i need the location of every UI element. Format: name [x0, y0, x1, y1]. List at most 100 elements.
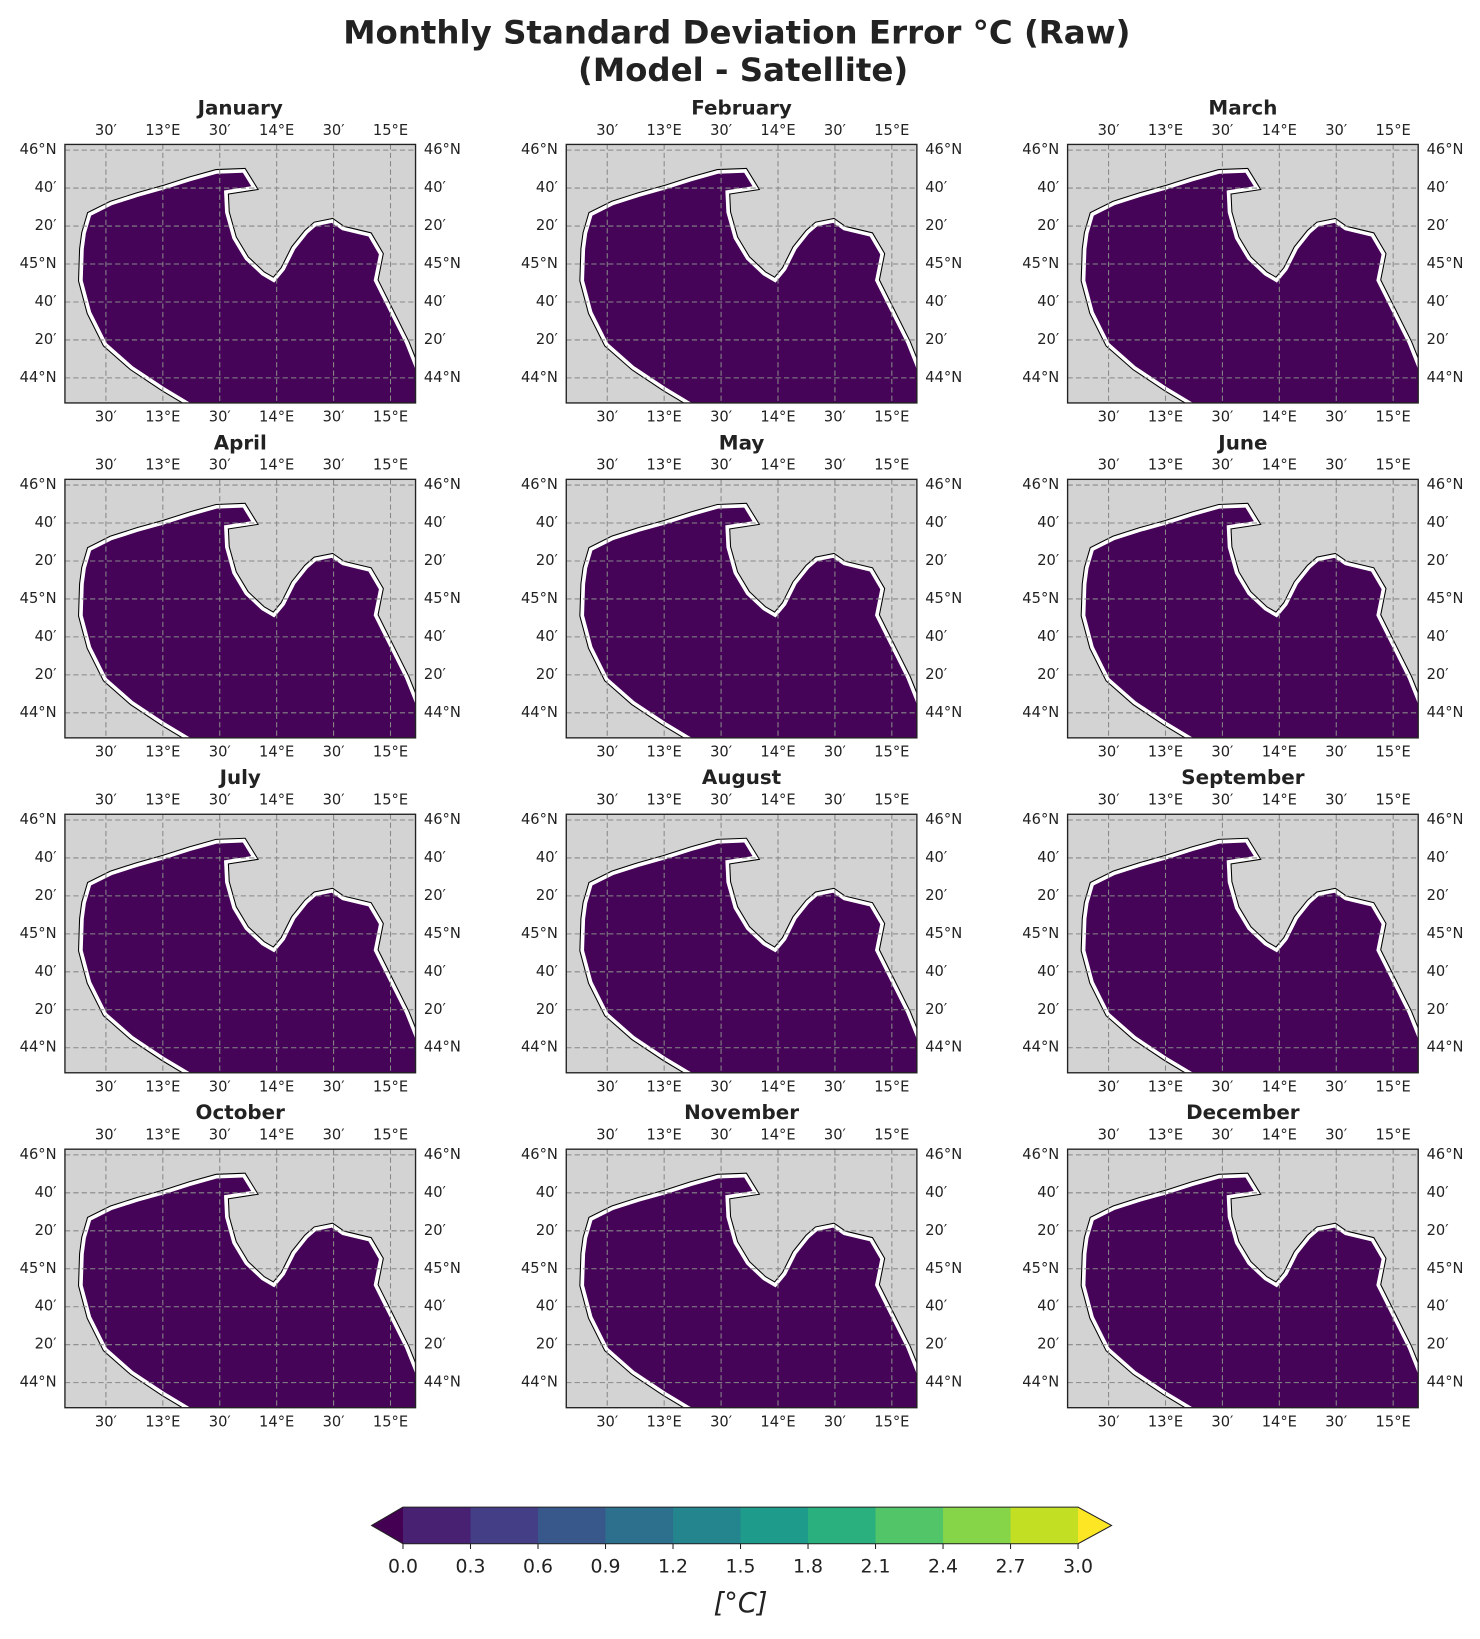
- x-tick-label: 30′: [596, 744, 618, 761]
- x-tick-label: 30′: [323, 122, 345, 139]
- x-tick-label: 30′: [1325, 457, 1347, 474]
- x-tick-label: 14°E: [259, 792, 294, 809]
- y-tick-label: 20′: [1037, 1001, 1059, 1018]
- y-tick-label: 20′: [424, 1001, 446, 1018]
- y-tick-label: 45°N: [521, 590, 558, 607]
- sea-field: [82, 172, 416, 403]
- map: [1080, 837, 1419, 1073]
- y-tick-label: 45°N: [20, 255, 57, 272]
- y-tick-label: 40′: [424, 628, 446, 645]
- y-tick-label: 44°N: [925, 704, 962, 721]
- y-tick-label: 20′: [424, 666, 446, 683]
- x-tick-label: 14°E: [1262, 1078, 1297, 1095]
- y-tick-label: 40′: [925, 628, 947, 645]
- y-tick-label: 20′: [424, 217, 446, 234]
- panel-title: March: [1208, 96, 1277, 119]
- x-tick-label: 13°E: [145, 1127, 180, 1144]
- x-tick-label: 13°E: [1148, 1127, 1183, 1144]
- y-tick-label: 40′: [35, 628, 57, 645]
- x-tick-label: 14°E: [259, 1127, 294, 1144]
- map: [1080, 1172, 1419, 1408]
- x-tick-label: 30′: [1325, 409, 1347, 426]
- y-tick-label: 45°N: [521, 1260, 558, 1277]
- y-tick-label: 20′: [536, 1001, 558, 1018]
- x-tick-label: 30′: [209, 409, 231, 426]
- x-tick-label: 13°E: [647, 744, 682, 761]
- y-tick-label: 45°N: [925, 255, 962, 272]
- x-tick-label: 30′: [95, 122, 117, 139]
- y-tick-label: 44°N: [20, 1039, 57, 1056]
- y-tick-label: 46°N: [1427, 141, 1464, 158]
- y-tick-label: 45°N: [20, 590, 57, 607]
- x-tick-label: 30′: [95, 1413, 117, 1430]
- x-tick-label: 30′: [1211, 457, 1233, 474]
- x-tick-label: 14°E: [1262, 457, 1297, 474]
- x-tick-label: 30′: [1325, 744, 1347, 761]
- y-tick-label: 45°N: [1427, 255, 1464, 272]
- y-tick-label: 40′: [424, 963, 446, 980]
- map-clip: [579, 837, 917, 1073]
- colorbar-bin: [1010, 1507, 1079, 1544]
- y-tick-label: 40′: [1037, 1298, 1059, 1315]
- x-tick-label: 30′: [596, 1413, 618, 1430]
- colorbar-bin: [402, 1507, 472, 1544]
- y-tick-label: 20′: [536, 1222, 558, 1239]
- y-tick-label: 46°N: [424, 811, 461, 828]
- y-tick-label: 46°N: [20, 811, 57, 828]
- y-tick-label: 46°N: [521, 476, 558, 493]
- y-tick-label: 45°N: [1022, 1260, 1059, 1277]
- y-tick-label: 40′: [35, 849, 57, 866]
- y-tick-label: 40′: [536, 514, 558, 531]
- panel-title: July: [218, 766, 261, 789]
- y-tick-label: 20′: [925, 217, 947, 234]
- panel-title: November: [684, 1101, 799, 1124]
- x-tick-label: 14°E: [760, 1413, 795, 1430]
- y-tick-label: 20′: [1427, 1222, 1449, 1239]
- x-tick-label: 13°E: [647, 409, 682, 426]
- y-tick-label: 44°N: [521, 1374, 558, 1391]
- y-tick-label: 45°N: [424, 255, 461, 272]
- x-tick-label: 30′: [596, 792, 618, 809]
- x-tick-label: 15°E: [1376, 744, 1411, 761]
- colorbar-bin: [673, 1507, 742, 1544]
- panel-title: May: [719, 431, 765, 454]
- y-tick-label: 46°N: [20, 476, 57, 493]
- y-tick-label: 45°N: [521, 925, 558, 942]
- y-tick-label: 40′: [1037, 514, 1059, 531]
- y-tick-label: 20′: [1037, 217, 1059, 234]
- x-tick-label: 14°E: [259, 457, 294, 474]
- y-tick-label: 46°N: [1427, 1146, 1464, 1163]
- x-tick-label: 13°E: [1148, 1078, 1183, 1095]
- colorbar-tick-label: 3.0: [1063, 1556, 1093, 1577]
- x-tick-label: 14°E: [760, 744, 795, 761]
- y-tick-label: 20′: [1427, 666, 1449, 683]
- y-tick-label: 20′: [424, 552, 446, 569]
- x-tick-label: 15°E: [373, 1078, 408, 1095]
- y-tick-label: 40′: [925, 849, 947, 866]
- x-tick-label: 30′: [824, 744, 846, 761]
- x-tick-label: 30′: [710, 409, 732, 426]
- x-tick-label: 30′: [710, 1413, 732, 1430]
- x-tick-label: 15°E: [373, 1127, 408, 1144]
- y-tick-label: 44°N: [424, 1374, 461, 1391]
- y-tick-label: 44°N: [1427, 704, 1464, 721]
- y-tick-label: 40′: [35, 293, 57, 310]
- colorbar-tick-label: 1.2: [658, 1556, 688, 1577]
- y-tick-label: 20′: [35, 217, 57, 234]
- y-tick-label: 20′: [1427, 552, 1449, 569]
- x-tick-label: 30′: [824, 1413, 846, 1430]
- y-tick-label: 45°N: [925, 1260, 962, 1277]
- x-tick-label: 30′: [1325, 1127, 1347, 1144]
- map-clip: [77, 837, 416, 1073]
- x-tick-label: 15°E: [1376, 409, 1411, 426]
- panel-title: December: [1186, 1101, 1300, 1124]
- x-tick-label: 30′: [323, 457, 345, 474]
- y-tick-label: 40′: [424, 1184, 446, 1201]
- x-tick-label: 15°E: [373, 457, 408, 474]
- x-tick-label: 14°E: [259, 1078, 294, 1095]
- panel-title: January: [196, 96, 283, 119]
- x-tick-label: 14°E: [1262, 1127, 1297, 1144]
- x-tick-label: 13°E: [647, 122, 682, 139]
- y-tick-label: 46°N: [20, 1146, 57, 1163]
